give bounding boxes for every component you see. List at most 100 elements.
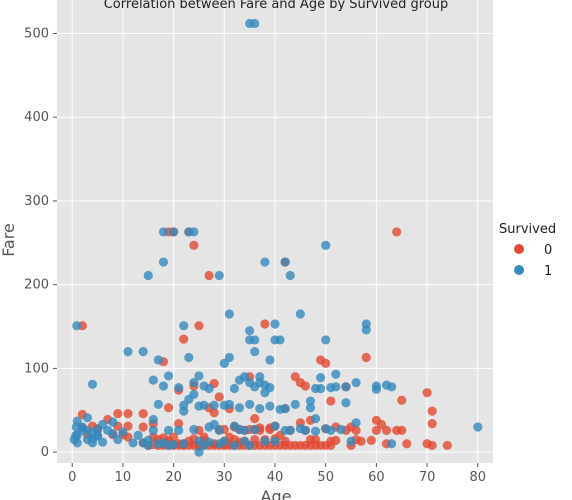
data-point <box>260 436 270 446</box>
data-point <box>179 321 189 331</box>
data-point <box>153 355 163 365</box>
data-point <box>366 435 376 445</box>
data-point <box>260 257 270 267</box>
data-point <box>310 414 321 424</box>
y-tick-label: 0 <box>41 445 49 460</box>
x-tick-label: 50 <box>317 470 334 485</box>
x-tick-label: 40 <box>267 470 284 485</box>
y-tick-label: 300 <box>24 194 49 209</box>
data-point <box>331 382 341 392</box>
data-point <box>427 440 437 451</box>
data-point <box>158 381 169 391</box>
data-point <box>234 403 245 413</box>
data-point <box>174 383 184 393</box>
data-point <box>361 325 371 335</box>
data-point <box>148 425 158 435</box>
data-point <box>245 399 255 409</box>
data-point <box>209 408 219 418</box>
data-point <box>189 227 199 237</box>
data-point <box>285 425 295 435</box>
data-point <box>82 413 93 423</box>
y-tick-label: 100 <box>24 361 49 376</box>
data-point <box>143 270 153 281</box>
data-point <box>300 381 311 391</box>
data-point <box>163 425 174 435</box>
data-point <box>427 419 437 429</box>
x-tick-label: 70 <box>419 470 436 485</box>
data-point <box>174 425 184 435</box>
data-point <box>189 378 199 388</box>
data-point <box>387 382 397 392</box>
data-point <box>204 270 214 281</box>
data-point <box>113 409 123 419</box>
data-point <box>321 240 331 250</box>
data-point <box>179 334 189 344</box>
data-point <box>250 424 260 435</box>
data-point <box>194 371 204 381</box>
y-axis-label: Fare <box>0 223 18 257</box>
data-point <box>72 438 82 448</box>
data-point <box>72 321 82 331</box>
data-point <box>305 396 316 406</box>
data-point <box>270 436 280 446</box>
data-point <box>163 403 174 413</box>
data-point <box>275 335 285 345</box>
data-point <box>250 18 260 29</box>
data-point <box>138 347 148 357</box>
data-point <box>189 240 199 250</box>
data-point <box>87 438 98 448</box>
data-point <box>295 309 305 319</box>
data-point <box>255 403 265 414</box>
data-point <box>239 425 250 435</box>
data-point <box>189 389 199 399</box>
data-point <box>270 421 280 431</box>
data-point <box>179 439 189 449</box>
data-point <box>321 358 331 368</box>
data-point <box>371 384 381 394</box>
data-point <box>285 270 295 281</box>
x-axis-label: Age <box>261 487 292 500</box>
data-point <box>184 352 194 363</box>
data-point <box>189 424 199 435</box>
data-point <box>422 388 432 398</box>
data-point <box>336 424 346 435</box>
x-tick-label: 80 <box>470 470 487 485</box>
x-tick-label: 60 <box>368 470 385 485</box>
data-point <box>473 422 483 432</box>
data-point <box>169 227 179 237</box>
data-point <box>133 430 143 440</box>
data-point <box>87 379 98 389</box>
data-point <box>427 406 437 416</box>
x-tick-labels: 0 10 20 30 40 50 60 70 80 <box>68 463 486 485</box>
data-point <box>169 439 179 450</box>
data-point <box>402 439 412 449</box>
data-point <box>361 352 371 363</box>
data-point <box>199 400 209 410</box>
data-point <box>214 392 224 402</box>
x-tick-label: 0 <box>68 470 76 485</box>
data-point <box>265 383 275 393</box>
data-point <box>163 371 174 381</box>
data-point <box>138 409 148 419</box>
legend-marker-1 <box>514 265 524 275</box>
data-point <box>265 401 275 411</box>
data-point <box>351 425 361 435</box>
data-point <box>113 434 123 445</box>
data-point <box>392 227 402 237</box>
data-point <box>387 439 397 449</box>
data-point <box>209 400 219 410</box>
data-point <box>229 383 240 394</box>
y-tick-label: 200 <box>24 278 49 293</box>
data-point <box>128 438 138 448</box>
data-point <box>138 422 148 432</box>
data-point <box>148 375 158 385</box>
data-point <box>204 383 214 394</box>
data-point <box>316 373 326 383</box>
y-tick-label: 400 <box>24 110 49 125</box>
data-point <box>204 437 214 447</box>
data-point <box>174 419 184 429</box>
data-point <box>341 398 351 408</box>
x-tick-label: 10 <box>115 470 132 485</box>
data-point <box>351 378 361 388</box>
data-point <box>224 352 234 363</box>
